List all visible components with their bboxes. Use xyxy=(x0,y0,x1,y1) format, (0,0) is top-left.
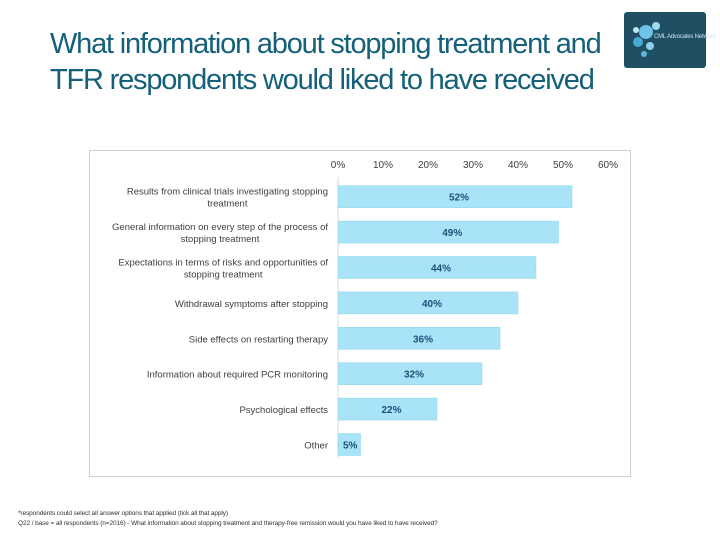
data-label: 52% xyxy=(449,193,469,204)
logo-molecule-icon xyxy=(633,22,660,57)
bar xyxy=(337,256,537,279)
bar xyxy=(337,185,573,208)
category-label: Other xyxy=(304,441,328,452)
category-label: Withdrawal symptoms after stopping xyxy=(175,299,328,310)
x-tick-label: 50% xyxy=(553,160,573,171)
footnote-respondents: *respondents could select all answer opt… xyxy=(18,510,228,517)
bar xyxy=(337,220,559,244)
data-label: 49% xyxy=(442,228,462,239)
category-label: Expectations in terms of risks and oppor… xyxy=(118,258,328,281)
category-label: Results from clinical trials investigati… xyxy=(127,187,328,210)
x-tick-label: 20% xyxy=(418,160,438,171)
x-tick-label: 10% xyxy=(373,160,393,171)
bar xyxy=(337,291,519,315)
category-label: Side effects on restarting therapy xyxy=(189,334,328,345)
x-tick-label: 60% xyxy=(598,160,618,171)
data-label: 44% xyxy=(431,264,451,275)
category-label: Psychological effects xyxy=(239,405,328,416)
cml-advocates-logo: CML Advocates Network xyxy=(624,12,715,68)
logo-text: CML Advocates Network xyxy=(654,34,716,40)
chart-area: 0% 10% 20% 30% 40% 50% 60% 52% Results from clin… xyxy=(89,150,631,477)
bar-chart: 0% 10% 20% 30% 40% 50% 60% 52% Results from clin… xyxy=(112,160,618,459)
data-label: 36% xyxy=(413,334,433,345)
x-tick-label: 0% xyxy=(331,160,346,171)
bar xyxy=(337,362,483,385)
data-label: 5% xyxy=(343,441,358,452)
category-label: General information on every step of the… xyxy=(112,222,328,245)
bar xyxy=(337,433,361,456)
data-label: 32% xyxy=(404,370,424,381)
bar xyxy=(337,397,438,421)
category-label: Information about required PCR monitorin… xyxy=(147,370,328,381)
data-label: 40% xyxy=(422,299,442,310)
bar xyxy=(337,327,501,350)
x-tick-label: 40% xyxy=(508,160,528,171)
footnote-question: Q22 / base = all respondents (n=2016) - … xyxy=(18,520,438,527)
data-label: 22% xyxy=(381,405,401,416)
x-tick-label: 30% xyxy=(463,160,483,171)
slide-title: What information about stopping treatmen… xyxy=(50,28,602,96)
